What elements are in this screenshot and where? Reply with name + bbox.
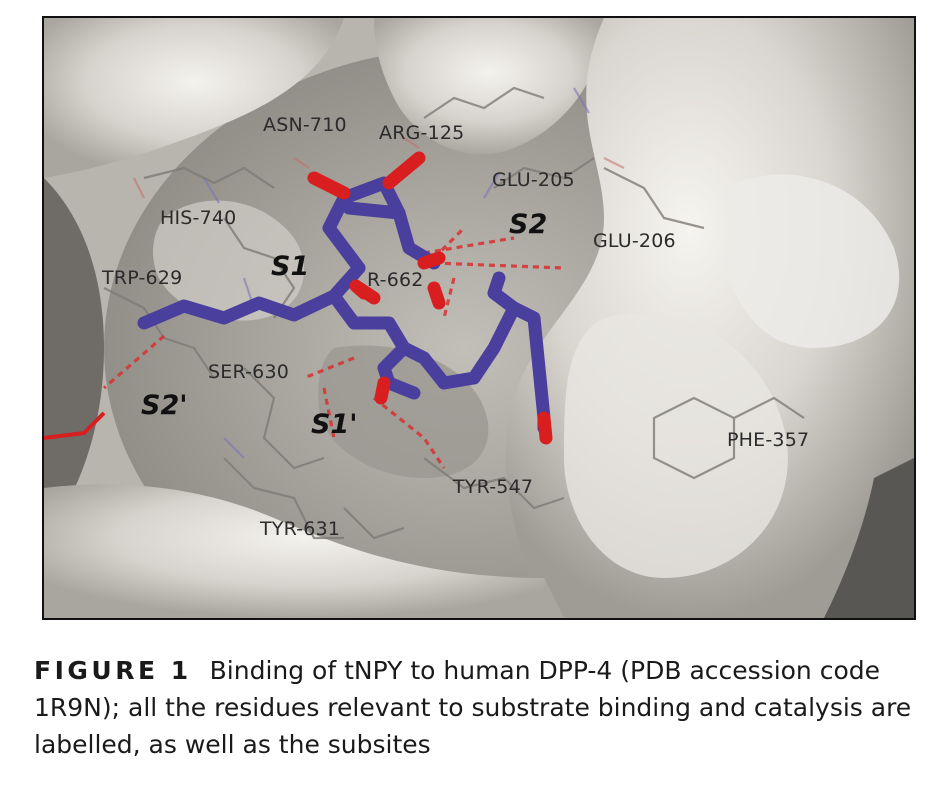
surface-bump	[152, 200, 304, 321]
hydrogen-bonds	[102, 226, 565, 469]
figure-caption: FIGURE 1 Binding of tNPY to human DPP-4 (…	[34, 652, 934, 763]
residue-label-trp629: TRP-629	[102, 267, 183, 289]
ligand-tnpy	[137, 151, 553, 445]
subsite-label-s1: S1	[271, 251, 310, 282]
residue-label-tyr662: R-662	[367, 269, 424, 291]
surface-bump	[564, 313, 788, 578]
residue-oxygens	[133, 137, 625, 199]
residue-label-phe357: PHE-357	[727, 429, 810, 451]
residue-label-asn710: ASN-710	[263, 114, 347, 136]
figure-number: FIGURE 1	[34, 656, 192, 685]
subsite-label-s1-prime: S1'	[311, 409, 358, 440]
residue-label-tyr631: TYR-631	[260, 518, 341, 540]
residue-label-his740: HIS-740	[160, 207, 237, 229]
subsite-label-s2-prime: S2'	[141, 390, 188, 421]
surface-lobe	[374, 18, 604, 155]
surface-shadow	[824, 458, 914, 618]
surface-lobe	[44, 484, 564, 618]
subsite-label-s2: S2	[509, 209, 548, 240]
surface-bump	[724, 174, 900, 348]
caption-text: Binding of tNPY to human DPP-4 (PDB acce…	[34, 656, 912, 759]
residue-label-tyr547: TYR-547	[453, 476, 534, 498]
residue-label-glu206: GLU-206	[593, 230, 676, 252]
ligand-fragment	[44, 411, 106, 440]
residue-label-ser630: SER-630	[208, 361, 290, 383]
protein-surface-rendering	[44, 18, 914, 618]
surface-lobe	[44, 18, 344, 178]
surface-shadow	[44, 178, 104, 538]
residue-label-glu205: GLU-205	[492, 169, 575, 191]
residue-nitrogens	[203, 87, 590, 459]
figure-image: ASN-710 ARG-125 GLU-205 HIS-740 GLU-206 …	[42, 16, 916, 620]
residue-label-arg125: ARG-125	[379, 122, 465, 144]
